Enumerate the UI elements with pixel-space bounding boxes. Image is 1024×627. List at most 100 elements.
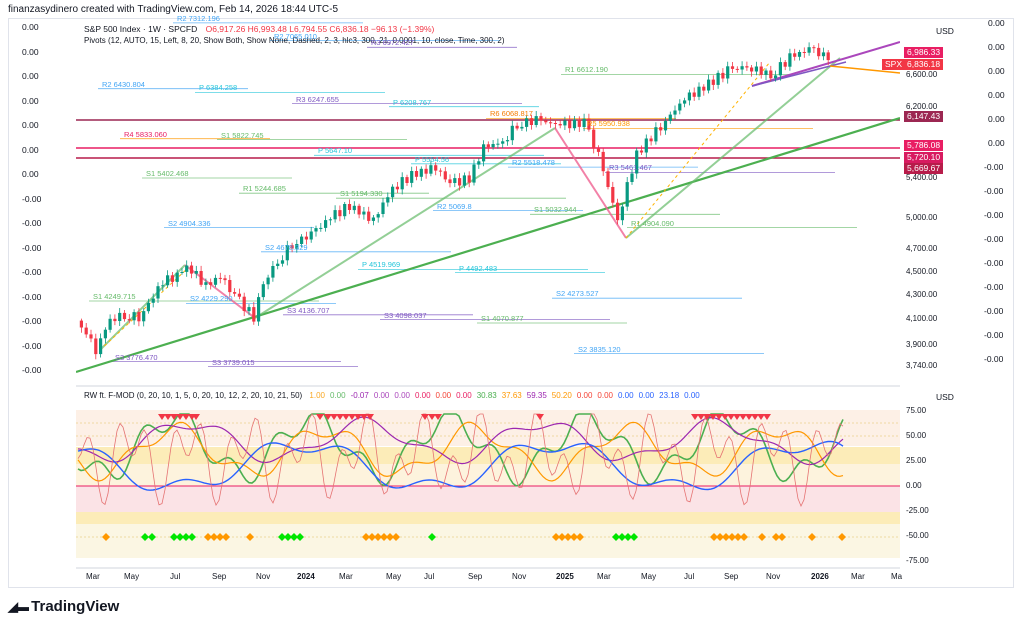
candle-body — [429, 165, 433, 174]
candle-body — [362, 211, 366, 215]
candle-body — [257, 297, 261, 322]
candle-body — [324, 220, 328, 228]
candle-body — [486, 144, 490, 148]
signal-diamond — [728, 533, 736, 541]
candle-body — [587, 118, 591, 130]
pivot-label: S2 4904.336 — [168, 219, 211, 228]
pivot-label: R2 5069.8 — [437, 202, 472, 211]
pivot-label: P 4519.969 — [362, 260, 401, 269]
sell-signal-marker — [170, 414, 178, 420]
left-scale-label: -0.00 — [22, 267, 42, 277]
candle-body — [630, 173, 634, 182]
sell-signal-marker — [354, 414, 362, 420]
time-tick: Mar — [339, 572, 353, 581]
left-scale-label: 0.00 — [22, 71, 39, 81]
pivot-label: S1 4070.877 — [481, 314, 524, 323]
candle-body — [371, 217, 375, 221]
sell-signal-marker — [164, 414, 172, 420]
candle-body — [558, 124, 562, 126]
candle-body — [654, 127, 658, 142]
candle-body — [592, 129, 596, 149]
candle-body — [357, 205, 361, 215]
time-tick: Mar — [86, 572, 100, 581]
candle-body — [391, 186, 395, 198]
candle-body — [304, 236, 308, 240]
price-tick: 3,900.00 — [906, 340, 938, 349]
candle-body — [797, 52, 802, 57]
legend-symbol-row: S&P 500 Index · 1W · SPCFD O6,917.26 H6,… — [84, 24, 434, 34]
candle-body — [491, 144, 495, 148]
time-tick: Jul — [170, 572, 181, 581]
signal-diamond — [630, 533, 638, 541]
candle-body — [783, 62, 787, 67]
short-term-line — [829, 65, 900, 74]
signal-diamond — [210, 533, 218, 541]
candle-body — [438, 170, 443, 172]
candle-body — [577, 119, 581, 127]
time-tick: Sep — [724, 572, 739, 581]
pivot-label: P 5647.10 — [318, 146, 353, 155]
candle-body — [400, 177, 404, 190]
candle-body — [467, 175, 471, 183]
chart-frame — [8, 18, 1014, 588]
sell-signal-marker — [691, 414, 699, 420]
candle-body — [170, 275, 174, 282]
time-tick: Nov — [256, 572, 271, 581]
osc-value: 37.63 — [501, 391, 522, 400]
left-scale-label: -0.00 — [22, 316, 42, 326]
candle-body — [99, 338, 103, 355]
candle-body — [367, 211, 371, 221]
candle-body — [448, 179, 452, 184]
candle-body — [194, 271, 198, 274]
sell-signal-marker — [697, 414, 705, 420]
candle-body — [252, 307, 256, 322]
right-scale-label: -0.00 — [984, 282, 1004, 292]
signal-diamond — [176, 533, 184, 541]
candle-body — [659, 127, 663, 131]
osc-value: 0.00 — [373, 391, 390, 400]
candle-body — [376, 214, 380, 218]
sell-signal-marker — [739, 414, 747, 420]
signal-diamond — [362, 533, 370, 541]
price-currency: USD — [936, 26, 954, 36]
candle-body — [534, 116, 538, 125]
signal-diamond — [778, 533, 786, 541]
signal-diamond — [576, 533, 584, 541]
osc-value: 0.00 — [414, 391, 431, 400]
osc-orange-line — [77, 421, 844, 482]
legend-ohlc: O6,917.26 H6,993.48 L6,794.55 C6,836.18 … — [205, 24, 435, 34]
legend-osc-name: RW ft. F-MOD (0, 20, 10, 1, 5, 0, 20, 10… — [84, 391, 303, 400]
pivot-label: R1 6612.190 — [565, 65, 608, 74]
pivot-label: S3 4098.037 — [384, 311, 427, 320]
candle-body — [443, 171, 447, 180]
osc-value: 0.00 — [638, 391, 655, 400]
price-tick: 4,100.00 — [906, 314, 938, 323]
candle-body — [644, 138, 648, 153]
candle-body — [405, 177, 409, 183]
candle-body — [812, 47, 816, 49]
candle-body — [434, 165, 438, 171]
candle-body — [692, 92, 696, 97]
dashed-ref-2 — [625, 61, 771, 239]
signal-diamond — [564, 533, 572, 541]
sell-signal-marker — [751, 414, 759, 420]
time-tick: 2025 — [556, 572, 574, 581]
price-tick: 6,600.00 — [906, 70, 938, 79]
trend-segment-5 — [625, 57, 841, 239]
candle-body — [601, 151, 605, 172]
pivot-levels — [76, 22, 900, 368]
osc-tick: -75.00 — [906, 556, 929, 565]
signal-diamond — [624, 533, 632, 541]
signal-diamond — [722, 533, 730, 541]
sell-signal-marker — [360, 414, 368, 420]
signal-markers — [102, 414, 846, 541]
price-tag: 6,986.33 — [904, 47, 944, 58]
candle-body — [750, 67, 754, 72]
signal-diamond — [772, 533, 780, 541]
osc-value: -0.07 — [350, 391, 369, 400]
candle-body — [233, 292, 237, 294]
candle-body — [166, 275, 170, 286]
osc-value: 0.00 — [330, 391, 346, 400]
candle-body — [127, 319, 131, 321]
